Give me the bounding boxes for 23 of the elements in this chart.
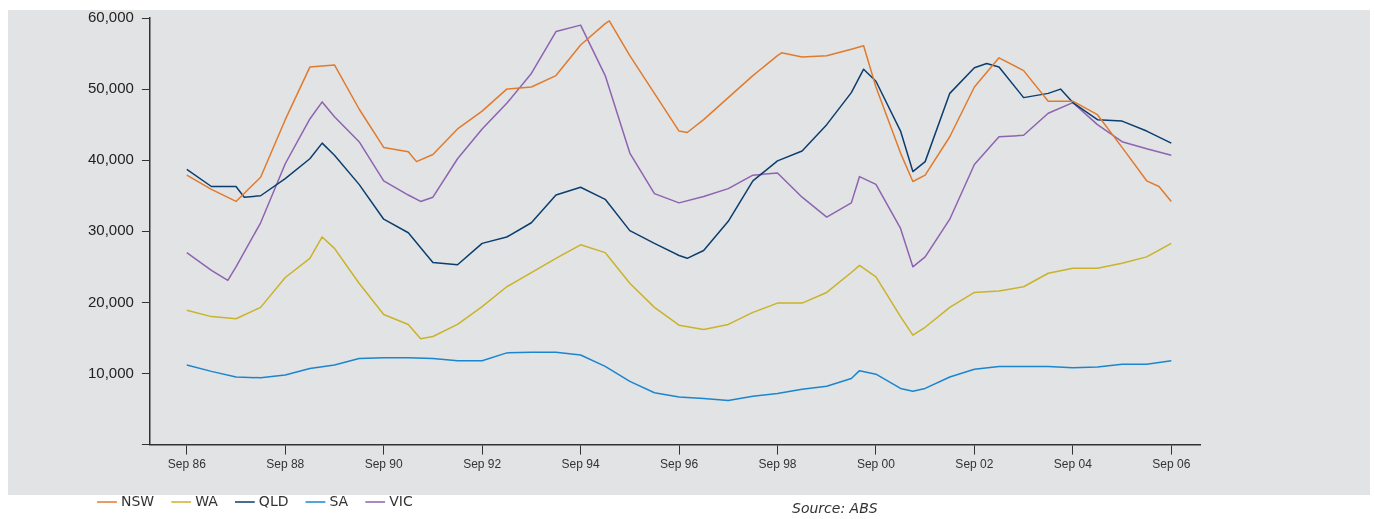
x-tick-label: Sep 96 — [660, 457, 699, 472]
source-note: Source: ABS — [792, 500, 878, 516]
legend-label: QLD — [258, 492, 289, 509]
legend-label: VIC — [389, 492, 413, 509]
x-tick-label: Sep 90 — [364, 457, 404, 472]
y-tick-label: 20,000 — [87, 292, 134, 310]
x-tick-label: Sep 88 — [266, 457, 305, 472]
x-tick-label: Sep 02 — [955, 457, 994, 472]
legend-label: SA — [329, 492, 349, 509]
x-tick-label: Sep 86 — [167, 457, 207, 472]
x-tick-label: Sep 06 — [1152, 457, 1191, 472]
x-tick-label: Sep 98 — [758, 457, 797, 472]
x-tick-label: Sep 04 — [1053, 457, 1093, 472]
y-tick-label: 60,000 — [87, 8, 134, 26]
y-tick-label: 30,000 — [87, 221, 134, 239]
y-tick-label: 50,000 — [87, 79, 134, 97]
x-tick-label: Sep 94 — [561, 457, 600, 472]
x-tick-label: Sep 92 — [463, 457, 502, 472]
legend-label: NSW — [121, 492, 155, 509]
y-tick-label: 10,000 — [87, 363, 134, 381]
y-tick-label: 40,000 — [87, 150, 134, 168]
legend-label: WA — [195, 492, 219, 509]
x-tick-label: Sep 00 — [856, 457, 896, 472]
